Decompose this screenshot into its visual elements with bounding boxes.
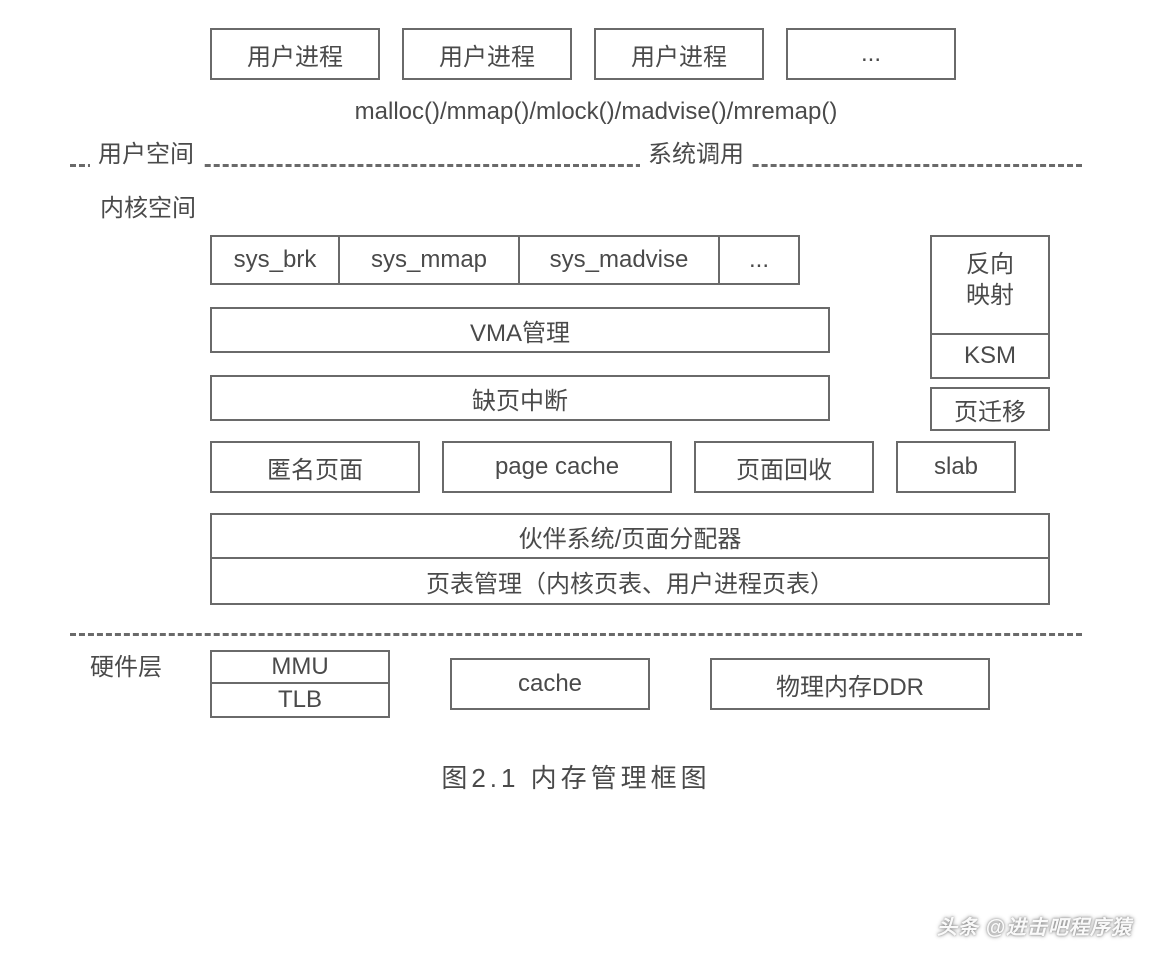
sys-mmap-box: sys_mmap — [340, 235, 520, 285]
user-space-label: 用户空间 — [90, 134, 202, 169]
user-process-row: 用户进程 用户进程 用户进程 ... — [210, 28, 1082, 80]
reverse-map-line2: 映射 — [966, 282, 1014, 309]
hardware-divider: 硬件层 MMU TLB cache 物理内存DDR — [70, 633, 1082, 718]
hardware-label: 硬件层 — [90, 647, 162, 682]
mmu-stack: MMU TLB — [210, 650, 390, 718]
mmu-box: MMU — [210, 650, 390, 684]
kernel-grid: sys_brk sys_mmap sys_madvise ... 反向 映射 K… — [210, 235, 1050, 605]
user-process-more: ... — [786, 28, 956, 80]
syscall-row: sys_brk sys_mmap sys_madvise ... — [210, 235, 1050, 285]
syscall-label: 系统调用 — [640, 134, 752, 169]
anon-page-box: 匿名页面 — [210, 441, 420, 493]
user-process-box: 用户进程 — [210, 28, 380, 80]
cache-box: cache — [450, 658, 650, 710]
kernel-side-column: 反向 映射 KSM 页迁移 — [930, 235, 1050, 431]
kernel-space-label: 内核空间 — [100, 188, 196, 223]
tlb-box: TLB — [210, 684, 390, 718]
ddr-box: 物理内存DDR — [710, 658, 990, 710]
slab-box: slab — [896, 441, 1016, 493]
pagetable-box: 页表管理（内核页表、用户进程页表） — [210, 559, 1050, 605]
page-reclaim-box: 页面回收 — [694, 441, 874, 493]
page-types-row: 匿名页面 page cache 页面回收 slab — [210, 441, 1050, 493]
buddy-system-box: 伙伴系统/页面分配器 — [210, 513, 1050, 559]
sys-brk-box: sys_brk — [210, 235, 340, 285]
user-process-box: 用户进程 — [594, 28, 764, 80]
api-calls-text: malloc()/mmap()/mlock()/madvise()/mremap… — [110, 98, 1082, 126]
page-cache-box: page cache — [442, 441, 672, 493]
page-fault-box: 缺页中断 — [210, 375, 830, 421]
sys-madvise-box: sys_madvise — [520, 235, 720, 285]
hardware-row: MMU TLB cache 物理内存DDR — [210, 650, 1082, 718]
reverse-map-line1: 反向 — [966, 251, 1014, 278]
vma-box: VMA管理 — [210, 307, 830, 353]
user-process-box: 用户进程 — [402, 28, 572, 80]
page-migrate-box: 页迁移 — [930, 387, 1050, 431]
ksm-box: KSM — [930, 335, 1050, 379]
figure-caption: 图2.1 内存管理框图 — [70, 758, 1082, 795]
reverse-mapping-box: 反向 映射 — [930, 235, 1050, 335]
watermark-text: 头条 @进击吧程序猿 — [937, 911, 1132, 940]
sys-more-box: ... — [720, 235, 800, 285]
